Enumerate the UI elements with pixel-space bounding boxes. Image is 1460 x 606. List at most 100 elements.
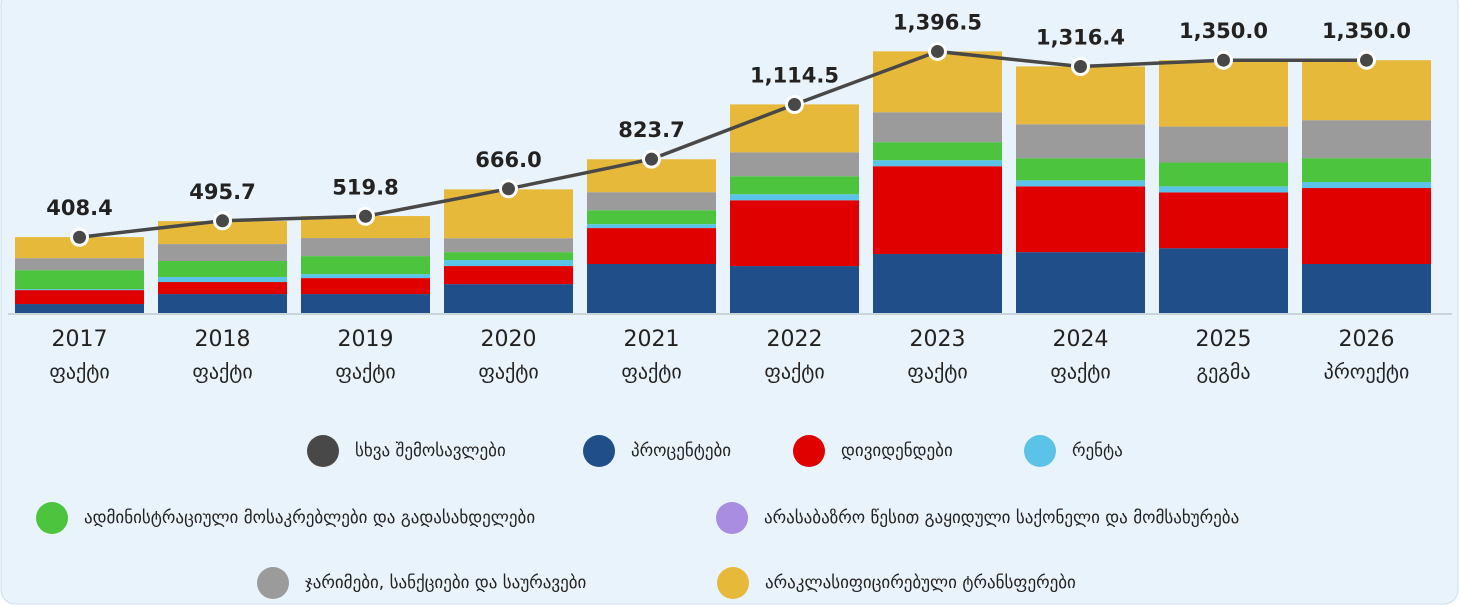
bar-segment [1302, 120, 1431, 159]
legend-label: არასაბაზრო წესით გაყიდული საქონელი და მო… [764, 508, 1239, 528]
legend-label: არაკლასიფიცირებული ტრანსფერები [765, 573, 1076, 593]
data-label: 1,396.5 [893, 10, 982, 34]
bar-segment [444, 266, 573, 285]
bar-segment [1016, 252, 1145, 314]
line [79, 49, 1367, 239]
bar-segment [158, 276, 287, 283]
line-point [928, 41, 947, 61]
bar-segment [444, 252, 573, 261]
bar-segment [873, 254, 1002, 314]
legend-label: სხვა შემოსავლები [355, 441, 506, 461]
x-tick-label: პროექტი [1324, 360, 1410, 384]
bar-segment [587, 210, 716, 225]
x-tick-label: ფაქტი [49, 360, 109, 384]
bar-segment [1159, 186, 1288, 193]
bar-segment [730, 152, 859, 177]
legend-label: რენტა [1072, 441, 1123, 461]
bar-segment [301, 294, 430, 314]
legend-marker [717, 567, 749, 599]
bar-segment [730, 194, 859, 201]
bar-segment [1159, 126, 1288, 163]
legend-marker [793, 435, 825, 467]
x-tick-label: 2021 [624, 327, 680, 352]
bar-segment [1302, 263, 1431, 314]
bar-segment [1302, 188, 1431, 264]
line-point [1071, 57, 1090, 77]
bar-segment [158, 221, 287, 245]
x-tick-label: 2022 [767, 327, 823, 352]
bar-segment [444, 284, 573, 314]
bar-segment [1302, 182, 1431, 189]
data-label: 1,350.0 [1322, 19, 1411, 43]
legend-label: დივიდენდები [841, 441, 953, 461]
bar-segment [158, 294, 287, 314]
line-point [499, 179, 518, 199]
bar-segment [1016, 66, 1145, 125]
bar-segment [1016, 186, 1145, 253]
bar-segment [301, 216, 430, 239]
bar-segment [1302, 60, 1431, 121]
bar-segment [1302, 158, 1431, 183]
legend-marker [716, 502, 748, 534]
bar-segment [1159, 248, 1288, 314]
line-point [356, 206, 375, 226]
data-label: 823.7 [618, 118, 684, 142]
line-point [785, 94, 804, 114]
legend-marker [257, 567, 289, 599]
bar-segment [873, 112, 1002, 143]
data-label: 1,114.5 [750, 63, 839, 87]
x-tick-label: 2017 [52, 327, 108, 352]
x-tick-label: ფაქტი [907, 360, 967, 384]
bar-segment [301, 256, 430, 275]
legend-label: პროცენტები [631, 441, 731, 461]
bar-segment [873, 160, 1002, 167]
x-tick-label: ფაქტი [478, 360, 538, 384]
bar-segment [15, 258, 144, 271]
line-point [1357, 50, 1376, 70]
bar-segment [1016, 180, 1145, 187]
legend-marker [583, 435, 615, 467]
x-tick-label: ფაქტი [1050, 360, 1110, 384]
x-tick-label: ფაქტი [764, 360, 824, 384]
bar-segment [15, 270, 144, 290]
bar-segment [301, 274, 430, 279]
legend-marker [307, 435, 339, 467]
bar-segment [1159, 162, 1288, 187]
data-label: 666.0 [475, 148, 541, 172]
bar-segment [1016, 124, 1145, 159]
x-tick-label: 2019 [338, 327, 394, 352]
x-tick-label: ფაქტი [192, 360, 252, 384]
bar-segment [730, 266, 859, 314]
data-label: 1,350.0 [1179, 19, 1268, 43]
bar-segment [158, 282, 287, 295]
line-point [1214, 50, 1233, 70]
x-tick-label: 2020 [481, 327, 537, 352]
x-tick-label: გეგმა [1196, 360, 1250, 384]
x-tick-label: 2026 [1339, 327, 1395, 352]
data-label: 1,316.4 [1036, 26, 1125, 50]
line-point [70, 227, 89, 247]
x-tick-label: ფაქტი [335, 360, 395, 384]
data-label: 495.7 [189, 180, 255, 204]
line-point [213, 211, 232, 231]
bar-segment [1159, 60, 1288, 127]
bar-segment [15, 237, 144, 259]
bar-segment [873, 142, 1002, 161]
bar-segment [587, 224, 716, 229]
bar-segment [587, 228, 716, 264]
bar-segment [730, 200, 859, 267]
legend-label: ადმინისტრაციული მოსაკრებლები და გადასახდ… [84, 508, 535, 528]
bar-segment [730, 176, 859, 195]
bar-segment [301, 238, 430, 257]
x-tick-label: 2025 [1196, 327, 1252, 352]
bar-segment [444, 238, 573, 253]
legend-marker [36, 502, 68, 534]
bar-segment [301, 278, 430, 295]
legend-marker [1024, 435, 1056, 467]
bar-segment [158, 244, 287, 261]
bar-segment [1016, 158, 1145, 181]
x-tick-label: 2023 [910, 327, 966, 352]
bar-segment [15, 289, 144, 291]
bar-segment [587, 263, 716, 314]
